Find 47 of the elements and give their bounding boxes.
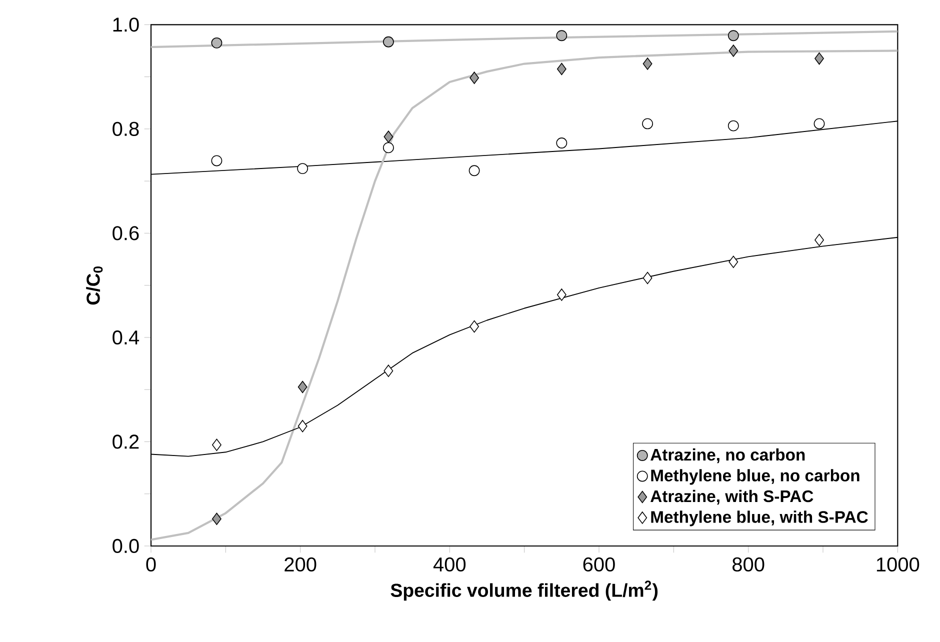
point	[211, 37, 222, 48]
point	[728, 44, 738, 57]
legend-label: Methylene blue, with S-PAC	[651, 510, 868, 526]
point	[814, 234, 824, 246]
point	[211, 155, 222, 166]
point	[298, 420, 308, 432]
y-tick-label: 1.0	[113, 18, 139, 32]
legend-label: Methylene blue, no carbon	[651, 469, 860, 485]
x-tick-label: 600	[583, 557, 615, 572]
point	[728, 256, 738, 268]
text: Specific volume filtered (L/m$^{2}$)	[390, 580, 658, 601]
point	[298, 380, 308, 394]
point	[297, 163, 308, 174]
point	[642, 118, 653, 130]
point	[382, 142, 394, 154]
x-tick-label: 400	[433, 557, 466, 572]
line-series	[151, 50, 898, 541]
legend-label: Atrazine, with S-PAC	[650, 490, 814, 505]
point	[728, 30, 739, 42]
x-tick-label: 1000	[876, 557, 920, 572]
point	[556, 62, 566, 76]
text: C/C$_{0}$	[86, 266, 103, 305]
point	[470, 72, 480, 84]
point	[384, 130, 394, 143]
point	[814, 52, 824, 65]
y-tick-label: 0.8	[112, 122, 139, 136]
y-tick-label: 0.2	[112, 434, 139, 449]
x-tick-label: 800	[732, 557, 764, 572]
point	[556, 138, 568, 148]
point	[556, 30, 568, 42]
point	[382, 36, 394, 48]
point	[728, 120, 739, 132]
point	[642, 58, 652, 70]
legend-label: Atrazine, no carbon	[650, 448, 805, 464]
point	[384, 364, 394, 377]
x-tick-label: 200	[284, 557, 316, 572]
point	[814, 118, 825, 130]
point	[556, 288, 566, 301]
point	[470, 320, 480, 333]
y-tick-label: 0.0	[112, 538, 139, 554]
point	[642, 272, 652, 284]
y-tick-label: 0.6	[112, 226, 139, 240]
point	[212, 438, 222, 451]
point	[468, 165, 480, 176]
y-tick-label: 0.4	[112, 330, 140, 345]
x-tick-label: 0	[146, 557, 156, 572]
point	[212, 512, 222, 526]
